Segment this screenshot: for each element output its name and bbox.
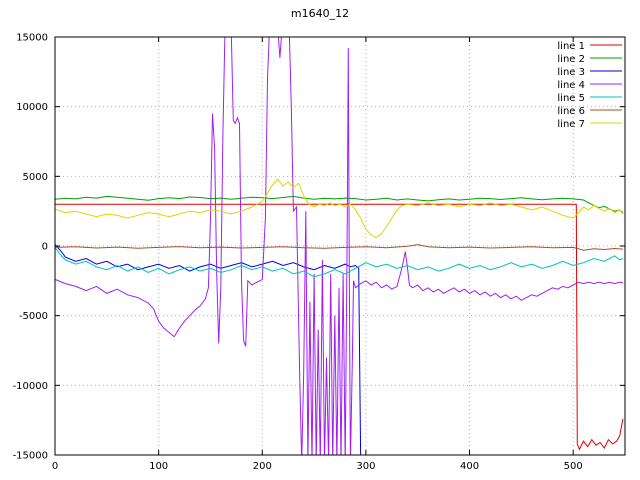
y-tick-label: 0: [42, 242, 48, 253]
chart-title: m1640_12: [290, 7, 350, 20]
legend-label: line 6: [557, 106, 585, 117]
y-tick-label: -5000: [19, 311, 48, 322]
y-tick-label: -15000: [13, 451, 48, 462]
x-tick-label: 0: [52, 461, 58, 472]
legend-label: line 5: [557, 93, 585, 104]
x-tick-label: 200: [253, 461, 272, 472]
legend-label: line 7: [557, 119, 585, 130]
x-tick-label: 500: [564, 461, 583, 472]
series-line-5: [55, 247, 624, 278]
y-tick-label: 15000: [16, 33, 48, 44]
series-line-3: [55, 244, 362, 455]
series-line-2: [55, 195, 624, 213]
x-tick-label: 300: [356, 461, 375, 472]
legend-label: line 2: [557, 54, 585, 65]
series-line-1: [55, 203, 624, 451]
y-tick-label: 10000: [16, 102, 48, 113]
series-line-7: [55, 178, 624, 239]
x-tick-label: 100: [149, 461, 168, 472]
y-tick-label: -10000: [13, 381, 48, 392]
y-tick-label: 5000: [23, 172, 48, 183]
legend-label: line 3: [557, 67, 585, 78]
legend-label: line 4: [557, 80, 585, 91]
series-line-6: [55, 244, 623, 251]
series-line-4: [55, 37, 624, 455]
legend-label: line 1: [557, 41, 585, 52]
x-tick-label: 400: [460, 461, 479, 472]
